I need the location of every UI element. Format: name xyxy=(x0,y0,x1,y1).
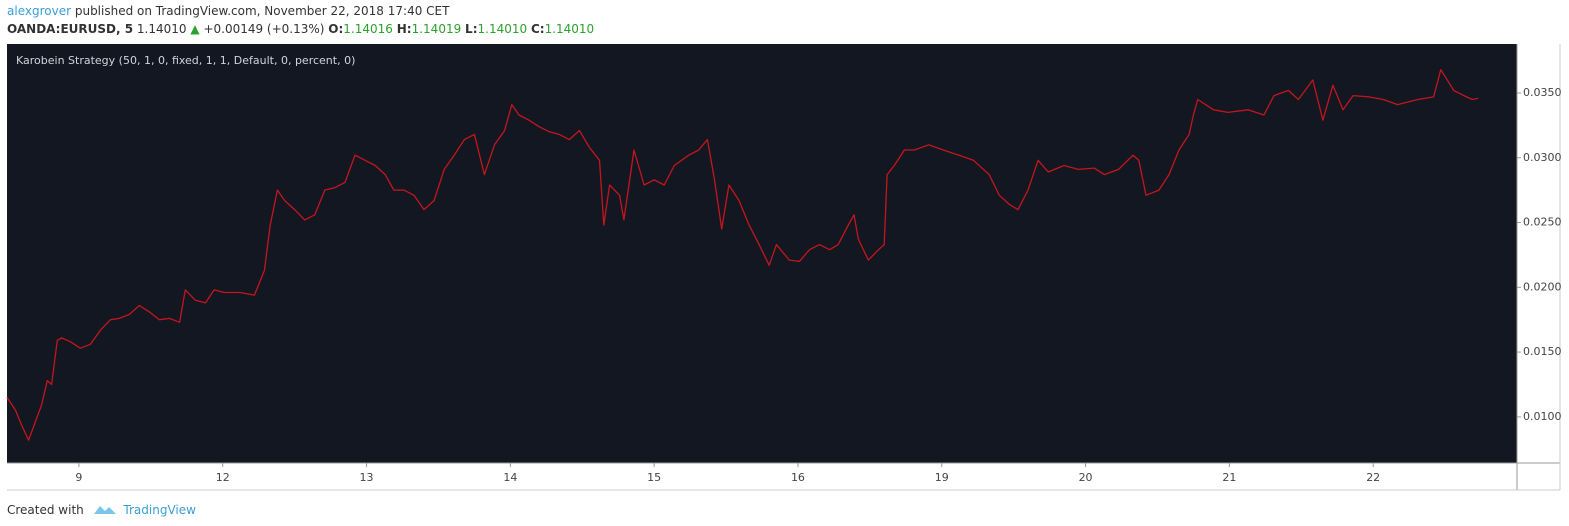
y-tick-label: 0.0350 xyxy=(1523,86,1562,99)
last: 1.14010 xyxy=(136,22,187,36)
published: published on TradingView.com, November 2… xyxy=(74,4,450,18)
chart: Karobein Strategy (50, 1, 0, fixed, 1, 1… xyxy=(6,44,1562,491)
h: 1.14019 xyxy=(411,22,462,36)
publish-line: alexgrover published on TradingView.com,… xyxy=(7,4,449,18)
arrow: ▲ xyxy=(190,22,200,36)
tv-logo xyxy=(93,506,116,514)
c-label: C: xyxy=(530,22,545,36)
y-tick-label: 0.0200 xyxy=(1523,280,1562,293)
o: 1.14016 xyxy=(343,22,393,36)
x-tick-label: 22 xyxy=(1366,471,1380,484)
symbol: OANDA:EURUSD, 5 xyxy=(7,22,134,36)
created-with: Created with xyxy=(7,503,84,517)
x-tick-label: 20 xyxy=(1079,471,1093,484)
indicator-title: Karobein Strategy (50, 1, 0, fixed, 1, 1… xyxy=(16,54,355,67)
c: 1.14010 xyxy=(544,22,595,36)
h-label: H: xyxy=(396,22,412,36)
y-tick-label: 0.0150 xyxy=(1523,345,1562,358)
quote-line: OANDA:EURUSD, 5 1.14010 ▲ +0.00149 (+0.1… xyxy=(7,22,594,36)
x-tick-label: 15 xyxy=(647,471,661,484)
plot-background xyxy=(7,44,1517,463)
x-tick-label: 9 xyxy=(75,471,82,484)
x-tick-label: 21 xyxy=(1222,471,1236,484)
x-tick-label: 14 xyxy=(503,471,517,484)
l-label: L: xyxy=(465,22,478,36)
change: +0.00149 (+0.13%) xyxy=(203,22,325,36)
x-tick-label: 13 xyxy=(360,471,374,484)
data-line xyxy=(6,69,1479,441)
y-tick-label: 0.0100 xyxy=(1523,410,1562,423)
y-tick-label: 0.0300 xyxy=(1523,151,1562,164)
brand[interactable]: TradingView xyxy=(123,503,196,517)
x-tick-label: 16 xyxy=(791,471,805,484)
x-tick-label: 12 xyxy=(216,471,230,484)
x-tick-label: 19 xyxy=(935,471,949,484)
l: 1.14010 xyxy=(477,22,528,36)
footer: Created with TradingView xyxy=(7,500,196,517)
o-label: O: xyxy=(328,22,344,36)
y-tick-label: 0.0250 xyxy=(1523,216,1562,229)
author[interactable]: alexgrover xyxy=(7,4,72,18)
